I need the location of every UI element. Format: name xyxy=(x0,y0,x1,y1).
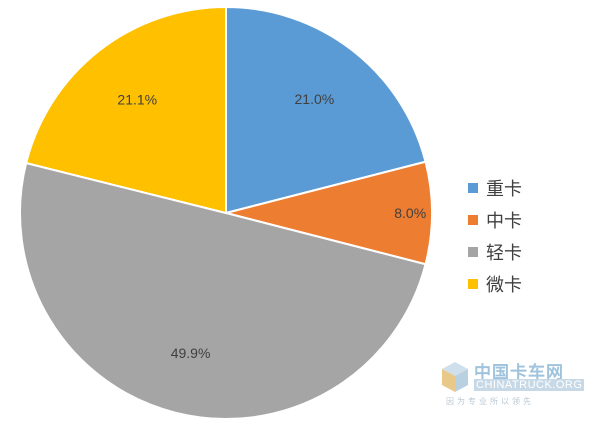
pie-data-labels: 21.0% 8.0% 49.9% 21.1% xyxy=(117,91,426,361)
legend-label: 轻卡 xyxy=(486,243,522,264)
legend-item-heavy: 重卡 xyxy=(468,172,522,204)
pie-slice-heavy xyxy=(225,5,427,215)
pie-slice-light xyxy=(19,161,427,420)
watermark-subtitle: CHINATRUCK.ORG xyxy=(474,379,585,391)
cube-logo-icon xyxy=(442,362,468,392)
legend-label: 微卡 xyxy=(486,275,522,296)
pie-slice-mini xyxy=(24,5,227,215)
data-label-mini: 21.1% xyxy=(117,91,157,107)
legend-label: 重卡 xyxy=(486,179,522,200)
pie-slice-medium xyxy=(225,160,433,266)
legend-swatch xyxy=(468,247,478,257)
data-label-medium: 8.0% xyxy=(394,205,426,221)
legend-swatch xyxy=(468,279,478,289)
legend-swatch xyxy=(468,215,478,225)
watermark-title: 中国卡车网 xyxy=(474,363,564,383)
data-label-heavy: 21.0% xyxy=(295,91,335,107)
legend-swatch xyxy=(468,183,478,193)
watermark-slogan: 因为专业所以领先 xyxy=(446,397,534,406)
legend-item-mini: 微卡 xyxy=(468,268,522,300)
legend-item-medium: 中卡 xyxy=(468,204,522,236)
pie-slices xyxy=(19,5,433,420)
watermark: 中国卡车网 CHINATRUCK.ORG 因为专业所以领先 xyxy=(440,356,590,412)
data-label-light: 49.9% xyxy=(171,345,211,361)
legend-label: 中卡 xyxy=(486,211,522,232)
legend: 重卡 中卡 轻卡 微卡 xyxy=(468,172,522,300)
legend-item-light: 轻卡 xyxy=(468,236,522,268)
